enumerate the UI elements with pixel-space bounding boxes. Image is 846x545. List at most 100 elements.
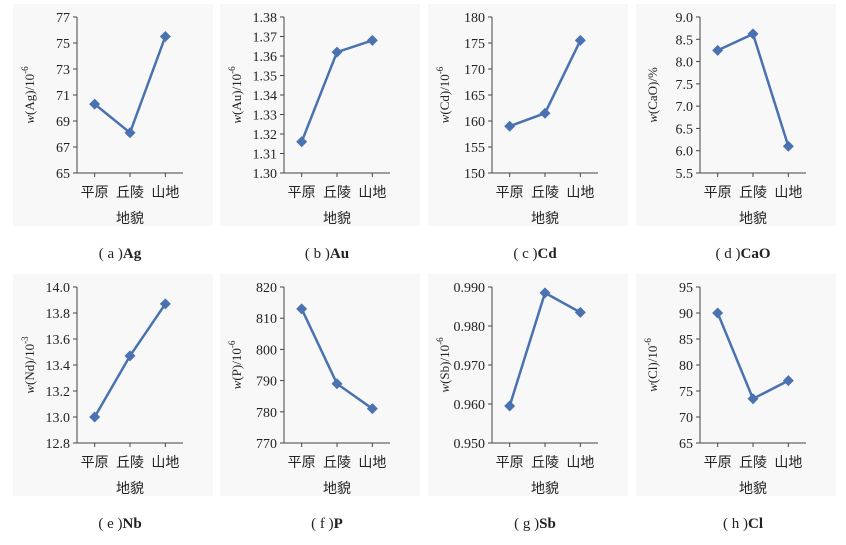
caption-element: Nb [122,516,141,532]
y-tick-label: 80 [679,359,693,374]
caption-element: P [334,516,343,532]
data-point-marker [782,375,794,387]
data-point-marker [366,403,378,415]
chart-caption: ( d )CaO [716,246,771,262]
y-label-variable: w [645,383,660,392]
x-tick-label: 平原 [81,456,109,471]
y-tick-label: 155 [464,141,485,156]
y-tick-label: 12.8 [46,437,71,452]
y-tick-label: 8.5 [676,33,694,48]
caption-paren-open: ( [723,516,732,532]
caption-paren-open: ( [716,246,725,262]
y-tick-label: 75 [679,385,693,400]
caption-letter: g [523,516,531,532]
chart-caption: ( h )Cl [723,516,763,532]
y-tick-label: 70 [679,411,693,426]
x-tick-label: 山地 [566,185,594,201]
chart-caption: ( b )Au [305,246,349,262]
y-label-exponent: -6 [227,340,237,348]
y-axis-label: w(Nd)/10-3 [20,336,37,394]
data-point-marker [712,44,724,56]
y-label-variable: w [437,384,452,393]
data-point-marker [747,393,759,405]
caption-paren-close: ) [739,516,748,532]
y-label-variable: w [22,115,37,124]
plot-background [13,4,213,226]
data-point-marker [574,34,586,46]
y-tick-label: 0.990 [454,281,486,296]
x-tick-label: 平原 [704,456,732,471]
y-label-body: (Au)/10 [229,74,244,115]
data-point-marker [331,46,343,58]
y-label-body: (Cd)/10 [437,74,452,114]
data-point-marker [539,287,551,299]
caption-paren-close: ) [529,246,538,262]
chart-panel-f: 770 780 790 800 810 820 平原 丘陵 山地 地貌 w(P)/10-6 ( f )… [212,270,424,540]
caption-letter: e [107,516,114,532]
y-tick-label: 180 [464,11,485,26]
x-tick-label: 平原 [288,456,316,471]
plot-background [220,4,420,226]
x-axis-label: 地貌 [323,481,351,497]
x-tick-label: 平原 [496,456,524,471]
x-tick-label: 平原 [288,186,316,201]
y-tick-label: 65 [56,167,70,182]
y-label-variable: w [22,385,37,394]
y-tick-label: 14.0 [46,281,71,296]
chart-caption: ( c )Cd [513,246,557,262]
data-point-marker [747,28,759,40]
y-tick-label: 71 [56,89,70,104]
data-point-marker [366,34,378,46]
caption-letter: d [724,246,732,262]
x-tick-label: 山地 [358,455,386,471]
data-point-marker [124,350,136,362]
y-tick-label: 0.960 [454,398,486,413]
y-axis-label: w(Cl)/10-6 [643,338,660,392]
caption-paren-open: ( [305,246,314,262]
caption-element: Sb [539,516,556,532]
caption-paren-open: ( [98,516,107,532]
y-tick-label: 1.36 [253,50,278,65]
data-point-marker [296,136,308,148]
y-axis-label: w(Sb)/10-6 [435,337,452,393]
chart-panel-g: 0.950 0.960 0.970 0.980 0.990 平原 丘陵 山地 地貌 w(Sb)/1… [420,270,632,540]
chart-panel-a: 65 67 69 71 73 75 77 平原 丘陵 山地 地貌 w(Ag)/10-6 ( a )Ag [5,0,217,270]
chart-panel-d: 5.5 6.0 6.5 7.0 7.5 8.0 8.5 9.0 平原 丘陵 山地 地貌 w(CaO)/%… [628,0,840,270]
x-axis-label: 地貌 [116,481,144,497]
y-label-body: (Sb)/10 [437,345,452,384]
data-point-marker [712,307,724,319]
chart-panel-c: 150 155 160 165 170 175 180 平原 丘陵 山地 地貌 w(Cd)/10-6(… [420,0,632,270]
plot-background [636,274,836,496]
y-label-variable: w [229,380,244,389]
caption-element: Cl [748,516,763,532]
data-point-marker [574,306,586,318]
x-tick-label: 丘陵 [531,185,559,201]
y-tick-label: 1.34 [253,89,278,104]
x-tick-label: 丘陵 [116,455,144,471]
y-label-exponent: -3 [20,336,30,344]
y-tick-label: 800 [256,343,277,358]
caption-letter: a [107,246,114,262]
data-point-marker [124,127,136,139]
caption-paren-close: ) [325,516,334,532]
y-axis-label: w(P)/10-6 [227,340,244,389]
y-tick-label: 810 [256,312,277,327]
caption-letter: b [314,246,322,262]
y-tick-label: 7.5 [676,78,694,93]
y-label-exponent: -6 [435,66,445,74]
x-tick-label: 平原 [496,186,524,201]
chart-panel-e: 12.8 13.0 13.2 13.4 13.6 13.8 14.0 平原 丘陵 山地 地貌 w(Nd… [5,270,217,540]
data-point-marker [89,411,101,423]
y-label-body: (Ag)/10 [22,74,37,115]
caption-paren-open: ( [513,246,522,262]
plot-background [636,4,836,226]
y-label-exponent: -6 [435,337,445,345]
y-label-variable: w [437,114,452,123]
x-tick-label: 丘陵 [531,455,559,471]
y-tick-label: 780 [256,406,277,421]
